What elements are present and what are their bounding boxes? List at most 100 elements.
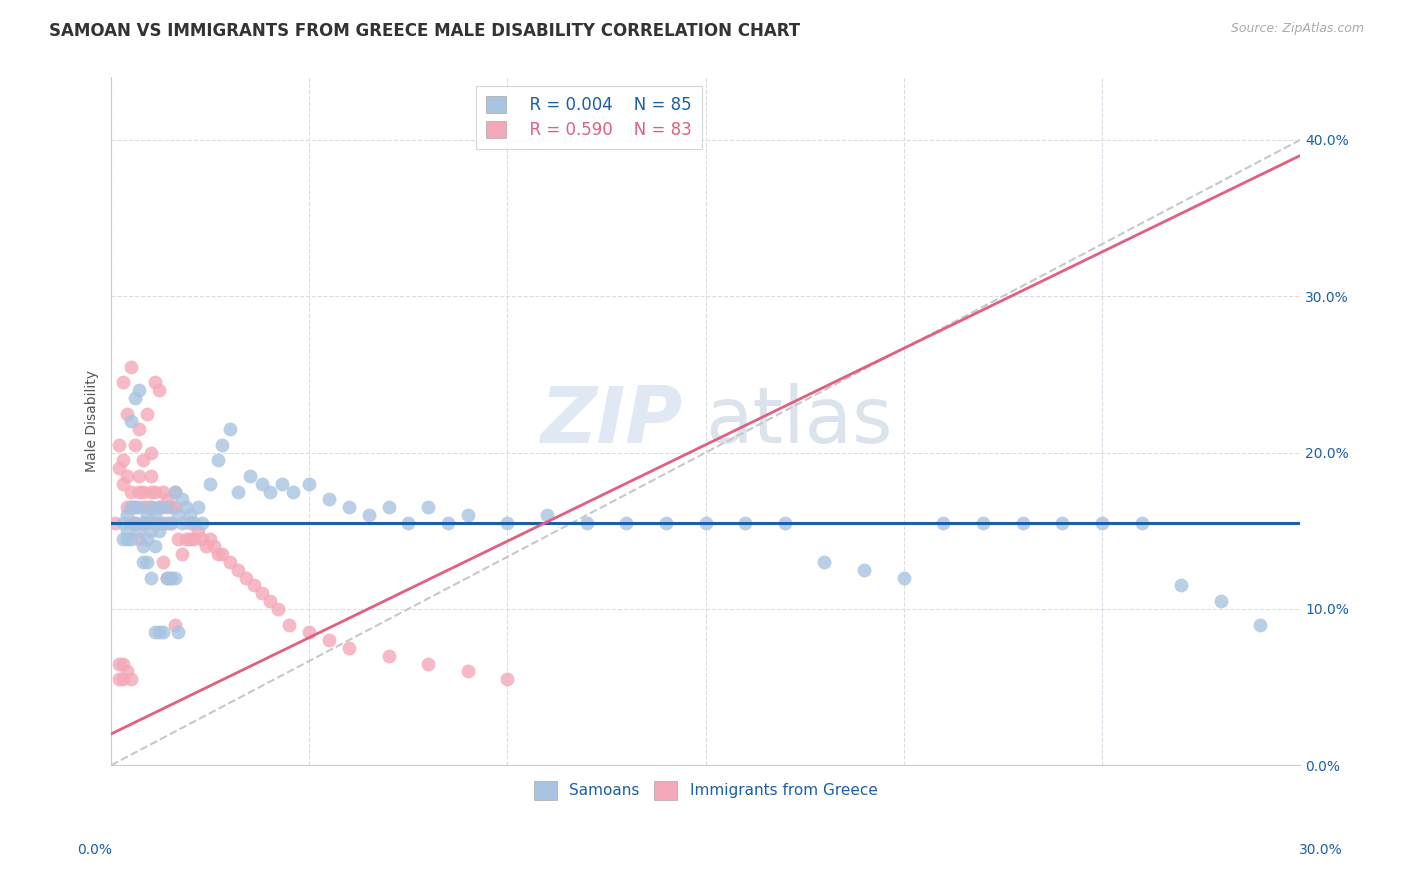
- Point: [155, 516, 177, 530]
- Point: [695, 516, 717, 530]
- Point: [179, 532, 201, 546]
- Point: [124, 391, 146, 405]
- Point: [242, 578, 264, 592]
- Point: [266, 602, 288, 616]
- Point: [128, 500, 150, 515]
- Point: [128, 469, 150, 483]
- Point: [318, 492, 340, 507]
- Point: [115, 532, 138, 546]
- Point: [219, 555, 242, 569]
- Point: [120, 500, 142, 515]
- Point: [143, 516, 166, 530]
- Point: [108, 657, 131, 671]
- Point: [143, 625, 166, 640]
- Point: [124, 516, 146, 530]
- Point: [143, 508, 166, 522]
- Text: ZIP: ZIP: [540, 384, 682, 459]
- Point: [132, 516, 155, 530]
- Point: [183, 532, 205, 546]
- Point: [135, 555, 157, 569]
- Point: [163, 484, 186, 499]
- Point: [148, 500, 170, 515]
- Point: [278, 617, 301, 632]
- Point: [183, 516, 205, 530]
- Point: [198, 476, 221, 491]
- Point: [207, 453, 229, 467]
- Point: [111, 672, 134, 686]
- Point: [128, 524, 150, 538]
- Point: [163, 484, 186, 499]
- Point: [377, 500, 399, 515]
- Point: [115, 500, 138, 515]
- Point: [1011, 516, 1033, 530]
- Point: [191, 532, 214, 546]
- Text: SAMOAN VS IMMIGRANTS FROM GREECE MALE DISABILITY CORRELATION CHART: SAMOAN VS IMMIGRANTS FROM GREECE MALE DI…: [49, 22, 800, 40]
- Point: [148, 524, 170, 538]
- Point: [152, 625, 174, 640]
- Point: [115, 665, 138, 679]
- Point: [120, 672, 142, 686]
- Point: [195, 540, 218, 554]
- Point: [124, 516, 146, 530]
- Point: [135, 407, 157, 421]
- Point: [148, 625, 170, 640]
- Point: [128, 383, 150, 397]
- Point: [159, 500, 181, 515]
- Text: atlas: atlas: [706, 384, 893, 459]
- Point: [104, 516, 127, 530]
- Point: [172, 492, 194, 507]
- Point: [120, 414, 142, 428]
- Point: [239, 469, 262, 483]
- Point: [270, 476, 292, 491]
- Point: [148, 383, 170, 397]
- Point: [152, 484, 174, 499]
- Point: [893, 571, 915, 585]
- Point: [115, 469, 138, 483]
- Point: [163, 571, 186, 585]
- Point: [207, 547, 229, 561]
- Point: [226, 484, 249, 499]
- Point: [179, 508, 201, 522]
- Point: [159, 571, 181, 585]
- Point: [191, 516, 214, 530]
- Text: 30.0%: 30.0%: [1299, 843, 1343, 857]
- Point: [128, 532, 150, 546]
- Point: [1209, 594, 1232, 608]
- Point: [148, 500, 170, 515]
- Point: [139, 484, 162, 499]
- Point: [536, 508, 558, 522]
- Point: [155, 571, 177, 585]
- Legend: Samoans, Immigrants from Greece: Samoans, Immigrants from Greece: [527, 775, 883, 805]
- Point: [176, 532, 198, 546]
- Point: [1170, 578, 1192, 592]
- Point: [159, 516, 181, 530]
- Point: [152, 516, 174, 530]
- Point: [198, 532, 221, 546]
- Point: [143, 376, 166, 390]
- Point: [111, 476, 134, 491]
- Point: [155, 500, 177, 515]
- Point: [108, 672, 131, 686]
- Point: [655, 516, 678, 530]
- Point: [614, 516, 637, 530]
- Point: [115, 524, 138, 538]
- Point: [179, 516, 201, 530]
- Point: [139, 445, 162, 459]
- Point: [298, 625, 321, 640]
- Point: [1091, 516, 1114, 530]
- Point: [496, 672, 519, 686]
- Point: [152, 500, 174, 515]
- Point: [108, 461, 131, 475]
- Point: [226, 563, 249, 577]
- Point: [337, 500, 360, 515]
- Point: [132, 453, 155, 467]
- Point: [250, 476, 273, 491]
- Point: [139, 524, 162, 538]
- Point: [396, 516, 419, 530]
- Point: [115, 508, 138, 522]
- Point: [337, 640, 360, 655]
- Point: [135, 508, 157, 522]
- Point: [235, 571, 257, 585]
- Point: [139, 500, 162, 515]
- Point: [120, 484, 142, 499]
